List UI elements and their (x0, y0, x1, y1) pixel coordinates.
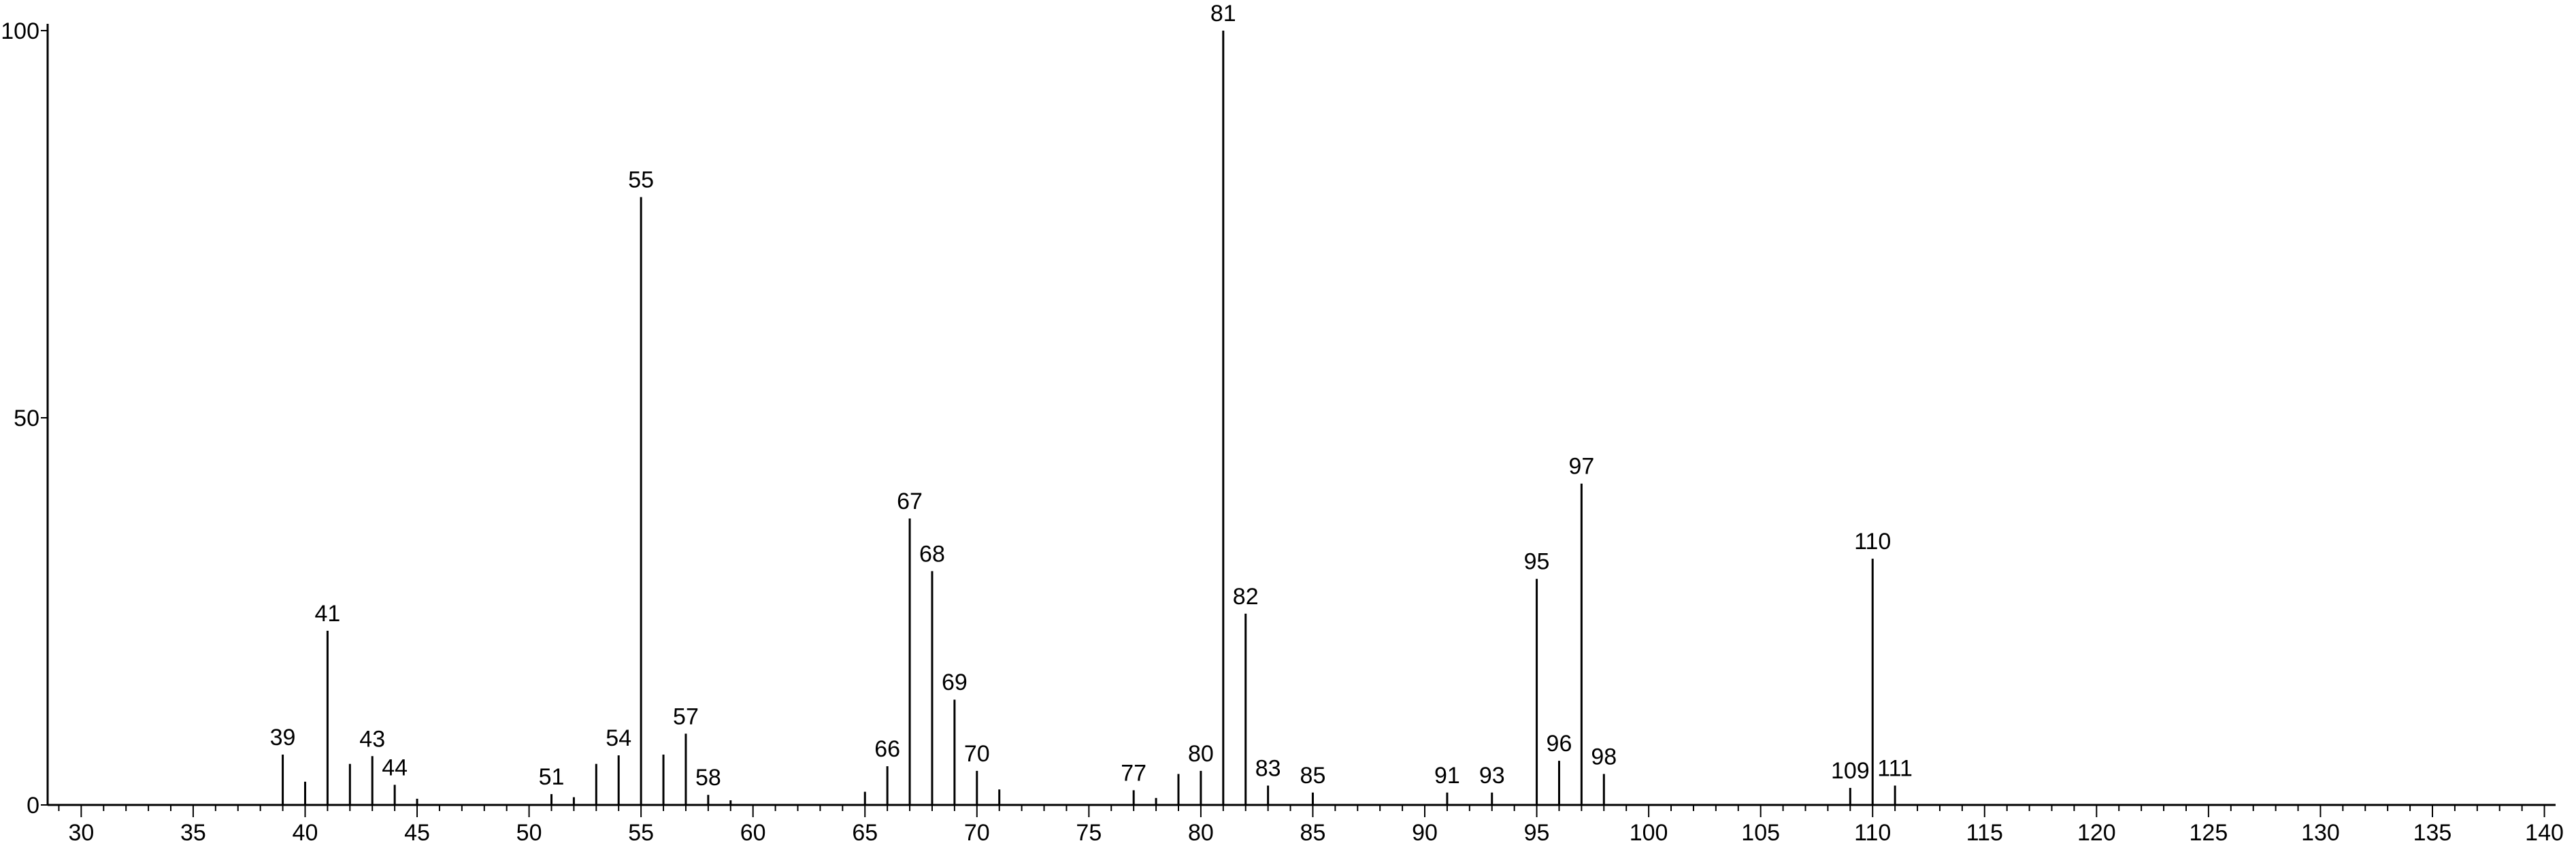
x-tick-label: 45 (404, 820, 430, 841)
peak-label: 82 (1233, 584, 1259, 610)
x-tick-label: 130 (2301, 820, 2340, 841)
peak-label: 80 (1188, 741, 1214, 767)
y-tick-label: 0 (27, 793, 39, 819)
x-tick-label: 110 (1854, 820, 1891, 841)
peak-label: 43 (359, 726, 385, 752)
peak-label: 51 (539, 764, 565, 790)
x-tick-label: 85 (1300, 820, 1326, 841)
x-minor-ticks (58, 805, 2523, 811)
peak-label: 110 (1854, 529, 1891, 555)
x-tick-label: 30 (68, 820, 94, 841)
x-tick-label: 80 (1188, 820, 1214, 841)
peak-label: 66 (874, 736, 900, 762)
x-tick-label: 125 (2190, 820, 2228, 841)
x-tick-label: 90 (1412, 820, 1438, 841)
x-tick-label: 65 (852, 820, 878, 841)
peak-labels: 39 41 43 44 51 54 55 57 58 66 67 68 69 70 77 80 81 82 83 85… (270, 1, 1913, 791)
x-ticks: 30 35 40 45 50 55 60 65 70 75 80 85 90 95 100 105 110 115… (68, 805, 2564, 841)
x-tick-label: 50 (516, 820, 542, 841)
x-tick-label: 120 (2077, 820, 2116, 841)
peak-label: 41 (314, 601, 340, 627)
peak-label: 98 (1591, 744, 1617, 770)
peaks (282, 31, 1896, 805)
x-tick-label: 95 (1524, 820, 1550, 841)
peak-label: 95 (1524, 549, 1550, 575)
peak-label: 54 (606, 725, 631, 751)
peak-label: 77 (1121, 760, 1146, 786)
peak-label: 44 (382, 755, 408, 780)
peak-label: 70 (964, 741, 990, 767)
x-tick-label: 75 (1076, 820, 1102, 841)
x-tick-label: 100 (1630, 820, 1668, 841)
peak-label: 57 (673, 704, 699, 729)
peak-label: 81 (1210, 1, 1236, 27)
y-ticks: 0 50 100 (1, 18, 48, 819)
x-tick-label: 135 (2413, 820, 2452, 841)
x-tick-label: 40 (293, 820, 318, 841)
x-tick-label: 60 (740, 820, 766, 841)
x-tick-label: 115 (1966, 820, 2003, 841)
y-tick-label: 50 (14, 406, 39, 431)
peak-label: 67 (897, 489, 923, 514)
axes (46, 24, 2556, 806)
peak-label: 55 (628, 167, 654, 193)
peak-label: 97 (1568, 454, 1594, 480)
peak-label: 68 (919, 541, 945, 567)
peak-label: 91 (1434, 763, 1460, 789)
peak-label: 85 (1300, 763, 1326, 789)
x-tick-label: 140 (2525, 820, 2564, 841)
peak-label: 58 (695, 765, 721, 791)
peak-label: 83 (1255, 756, 1281, 782)
peak-label: 96 (1547, 731, 1572, 757)
peak-label: 69 (942, 670, 968, 695)
x-tick-label: 35 (180, 820, 206, 841)
x-tick-label: 55 (628, 820, 654, 841)
x-tick-label: 105 (1741, 820, 1780, 841)
peak-label: 39 (270, 725, 296, 751)
y-tick-label: 100 (1, 18, 39, 44)
x-tick-label: 70 (964, 820, 990, 841)
peak-label: 93 (1479, 763, 1505, 789)
peak-label: 111 (1877, 756, 1913, 782)
peak-label: 109 (1831, 758, 1870, 784)
